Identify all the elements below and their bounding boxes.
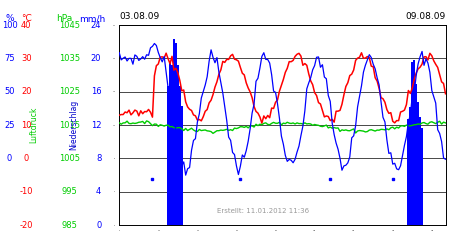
Text: 985: 985 xyxy=(61,220,77,230)
Text: 40: 40 xyxy=(21,20,32,30)
Text: 1025: 1025 xyxy=(58,87,80,96)
Text: 1005: 1005 xyxy=(58,154,80,163)
Bar xyxy=(179,86,181,225)
Text: 0: 0 xyxy=(7,154,12,163)
Text: °C: °C xyxy=(21,14,32,23)
Text: mm/h: mm/h xyxy=(79,14,105,23)
Bar xyxy=(181,106,183,225)
Bar xyxy=(415,84,417,225)
Bar xyxy=(177,65,179,225)
Bar xyxy=(169,62,171,225)
Text: 0: 0 xyxy=(23,154,29,163)
Bar xyxy=(421,128,423,225)
Text: Niederschlag: Niederschlag xyxy=(69,100,78,150)
Text: 4: 4 xyxy=(96,187,101,196)
Text: 1015: 1015 xyxy=(58,120,80,130)
Bar xyxy=(419,117,421,225)
Text: 20: 20 xyxy=(91,54,101,63)
Text: 12: 12 xyxy=(91,120,101,130)
Text: 24: 24 xyxy=(91,20,101,30)
Text: hPa: hPa xyxy=(56,14,72,23)
Text: 16: 16 xyxy=(91,87,101,96)
Bar xyxy=(407,119,410,225)
Text: 1045: 1045 xyxy=(58,20,80,30)
Text: 09.08.09: 09.08.09 xyxy=(405,12,446,21)
Bar xyxy=(413,60,415,225)
Bar xyxy=(417,102,419,225)
Bar xyxy=(171,65,173,225)
Bar xyxy=(173,39,175,225)
Text: 1035: 1035 xyxy=(58,54,80,63)
Text: 25: 25 xyxy=(4,120,15,130)
Text: Luftdruck: Luftdruck xyxy=(29,107,38,143)
Bar xyxy=(175,43,177,225)
Text: 50: 50 xyxy=(4,87,15,96)
Text: 100: 100 xyxy=(2,20,18,30)
Text: 8: 8 xyxy=(96,154,101,163)
Text: Erstellt: 11.01.2012 11:36: Erstellt: 11.01.2012 11:36 xyxy=(217,208,309,214)
Text: 995: 995 xyxy=(61,187,77,196)
Bar xyxy=(167,86,169,225)
Bar xyxy=(410,107,411,225)
Text: 03.08.09: 03.08.09 xyxy=(119,12,159,21)
Text: %: % xyxy=(5,14,14,23)
Text: 10: 10 xyxy=(21,120,32,130)
Text: 0: 0 xyxy=(96,220,101,230)
Bar xyxy=(411,62,413,225)
Text: -20: -20 xyxy=(19,220,33,230)
Text: -10: -10 xyxy=(19,187,33,196)
Text: 30: 30 xyxy=(21,54,32,63)
Text: 20: 20 xyxy=(21,87,32,96)
Text: 75: 75 xyxy=(4,54,15,63)
